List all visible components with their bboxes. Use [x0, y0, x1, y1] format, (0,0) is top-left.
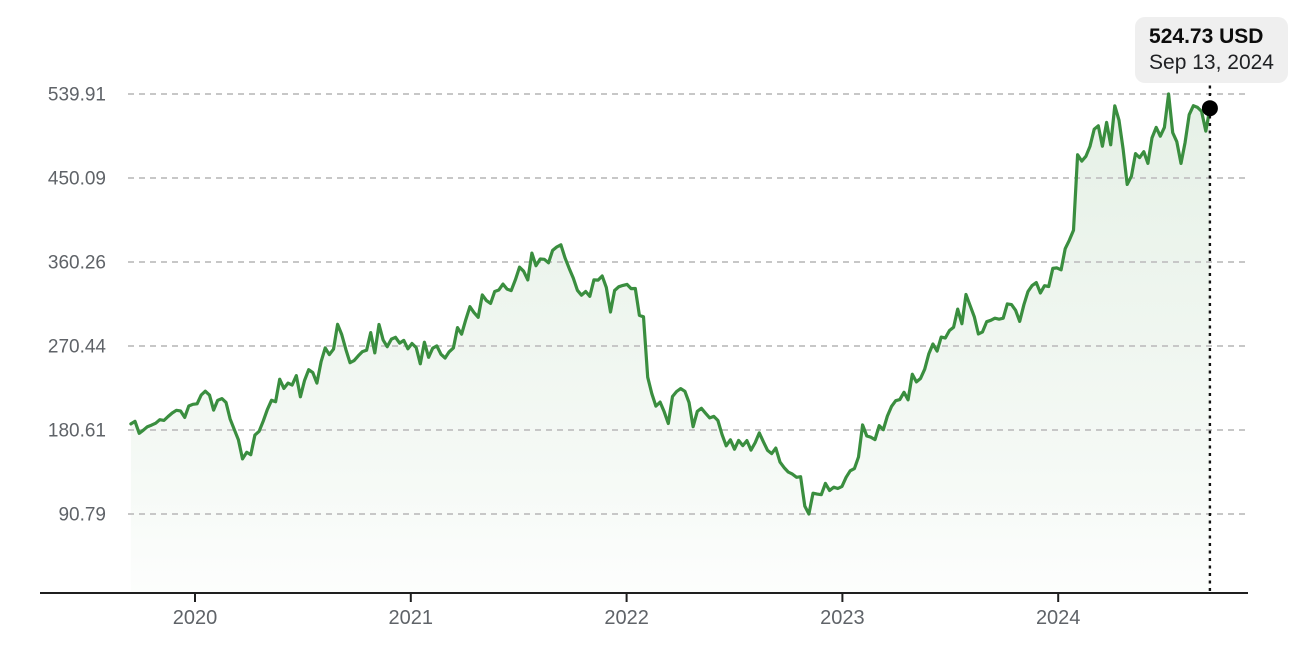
price-tooltip: 524.73 USD Sep 13, 2024: [1135, 17, 1288, 83]
price-area-fill: [130, 94, 1210, 592]
last-point-marker: [1201, 100, 1218, 117]
x-axis-tick-label: 2022: [604, 607, 649, 629]
tooltip-price-value: 524.73 USD: [1149, 25, 1264, 48]
x-axis-tick-label: 2023: [820, 607, 865, 629]
tooltip-date: Sep 13, 2024: [1149, 51, 1274, 74]
y-axis-tick-label: 360.26: [48, 253, 106, 274]
x-axis-tick-label: 2021: [389, 607, 434, 629]
y-axis-tick-label: 180.61: [48, 421, 106, 442]
y-axis-tick-label: 270.44: [48, 337, 107, 358]
x-axis-tick-label: 2024: [1036, 607, 1081, 629]
y-axis-tick-label: 539.91: [48, 85, 106, 106]
price-line: [129, 92, 1212, 516]
y-axis-tick-label: 90.79: [58, 505, 106, 526]
y-axis-tick-label: 450.09: [48, 169, 106, 190]
x-axis-tick-label: 2020: [173, 607, 218, 629]
